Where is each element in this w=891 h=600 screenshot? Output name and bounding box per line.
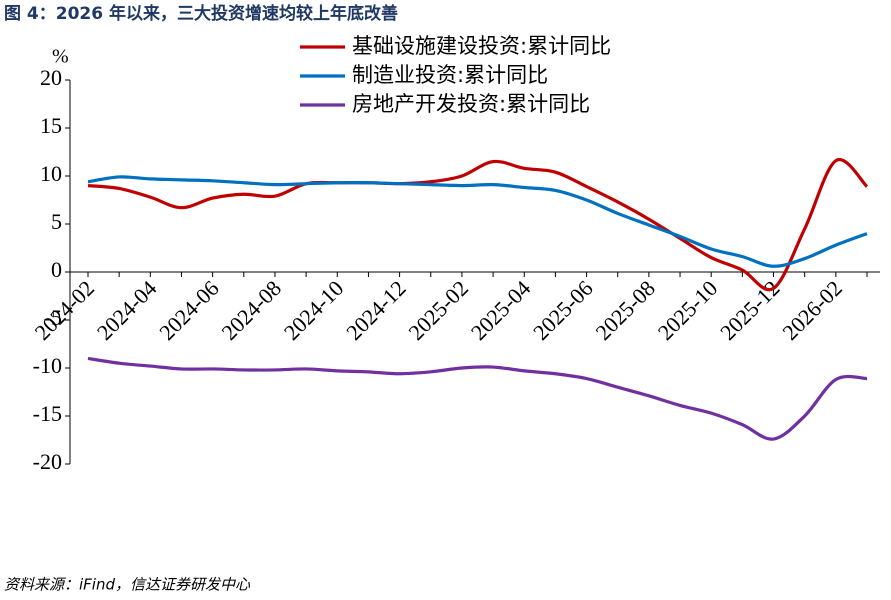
x-tick-label: 2025-02 (403, 275, 473, 345)
x-tick-label: 2026-02 (777, 275, 847, 345)
y-tick-label: 10 (40, 161, 62, 186)
x-tick-label: 2024-04 (92, 275, 162, 345)
y-tick-label: 15 (40, 113, 62, 138)
legend-label: 基础设施建设投资:累计同比 (352, 34, 611, 58)
y-tick-label: -15 (33, 401, 62, 426)
y-tick-label: -5 (44, 305, 62, 330)
series-line (87, 356, 868, 441)
x-tick-label: 2024-12 (341, 275, 411, 345)
source-note: 资料来源：iFind，信达证券研发中心 (4, 576, 251, 594)
x-tick-label: 2025-08 (590, 275, 660, 345)
y-tick-label: 20 (40, 65, 62, 90)
x-tick-label: 2024-10 (279, 275, 349, 345)
y-tick-label: -10 (33, 353, 62, 378)
y-tick-label: 0 (51, 257, 62, 282)
y-tick-label: -20 (33, 449, 62, 474)
chart-title: 图 4：2026 年以来，三大投资增速均较上年底改善 (4, 3, 398, 24)
y-tick-label: 5 (51, 209, 62, 234)
legend-label: 制造业投资:累计同比 (352, 63, 548, 87)
y-axis-label: % (52, 46, 69, 68)
x-tick-label: 2024-06 (154, 275, 224, 345)
x-tick-label: 2025-10 (653, 275, 723, 345)
series-line (87, 175, 868, 268)
legend-label: 房地产开发投资:累计同比 (352, 92, 590, 116)
series-line (87, 158, 869, 292)
x-tick-label: 2025-06 (528, 275, 598, 345)
x-tick-label: 2024-02 (30, 275, 100, 345)
x-tick-label: 2024-08 (217, 275, 287, 345)
x-tick-label: 2025-04 (466, 275, 536, 345)
